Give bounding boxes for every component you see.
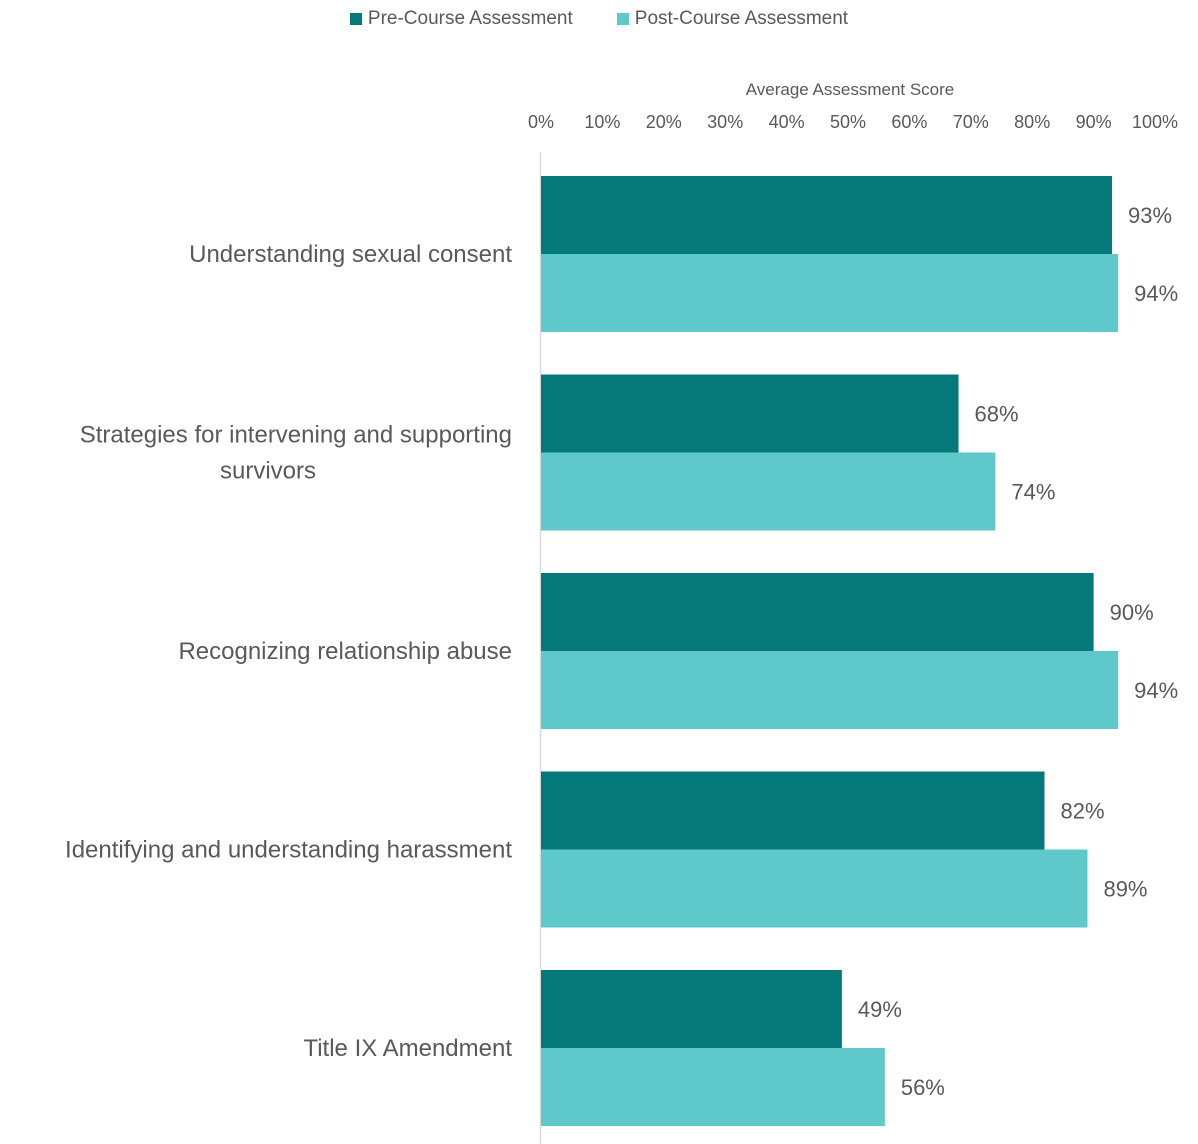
x-tick-label: 80% xyxy=(1014,112,1050,132)
data-label: 90% xyxy=(1110,600,1154,625)
data-label: 49% xyxy=(858,997,902,1022)
x-tick-label: 40% xyxy=(769,112,805,132)
data-label: 82% xyxy=(1060,799,1104,824)
legend-label-post: Post-Course Assessment xyxy=(634,8,849,29)
category-label: Strategies for intervening and supportin… xyxy=(80,422,512,449)
data-label: 94% xyxy=(1134,281,1178,306)
legend-swatch-post xyxy=(616,13,629,25)
category-label: Understanding sexual consent xyxy=(189,241,512,268)
legend-label-pre: Pre-Course Assessment xyxy=(367,8,573,29)
bar-pre xyxy=(541,771,1045,850)
bar-post xyxy=(541,1048,885,1126)
x-tick-label: 30% xyxy=(707,112,743,132)
bar-pre xyxy=(541,176,1113,254)
data-label: 68% xyxy=(975,402,1019,427)
x-tick-label: 50% xyxy=(830,112,866,132)
bar-post xyxy=(541,651,1119,729)
x-tick-label: 70% xyxy=(953,112,989,132)
x-tick-label: 10% xyxy=(584,112,620,132)
legend-item-pre[interactable]: Pre-Course Assessment xyxy=(349,8,573,30)
data-label: 89% xyxy=(1103,877,1147,902)
data-label: 74% xyxy=(1011,480,1055,505)
bar-post xyxy=(541,452,996,531)
x-tick-label: 0% xyxy=(528,112,554,132)
bar-post xyxy=(541,849,1088,928)
x-tick-label: 90% xyxy=(1076,112,1112,132)
bar-pre xyxy=(541,970,842,1048)
data-label: 56% xyxy=(901,1075,945,1100)
category-label: Identifying and understanding harassment xyxy=(65,837,512,864)
category-label: Title IX Amendment xyxy=(303,1035,512,1062)
legend: Pre-Course Assessment Post-Course Assess… xyxy=(0,8,1198,30)
category-label: survivors xyxy=(220,458,316,485)
x-axis-title: Average Assessment Score xyxy=(745,80,955,99)
legend-swatch-pre xyxy=(349,13,362,25)
data-label: 94% xyxy=(1134,678,1178,703)
category-label: Recognizing relationship abuse xyxy=(178,638,512,665)
x-tick-label: 20% xyxy=(646,112,682,132)
x-tick-label: 100% xyxy=(1132,112,1178,132)
bar-pre xyxy=(541,374,959,453)
data-label: 93% xyxy=(1128,203,1172,228)
x-tick-label: 60% xyxy=(891,112,927,132)
legend-item-post[interactable]: Post-Course Assessment xyxy=(616,8,849,30)
bar-pre xyxy=(541,573,1094,651)
bar-post xyxy=(541,254,1119,332)
